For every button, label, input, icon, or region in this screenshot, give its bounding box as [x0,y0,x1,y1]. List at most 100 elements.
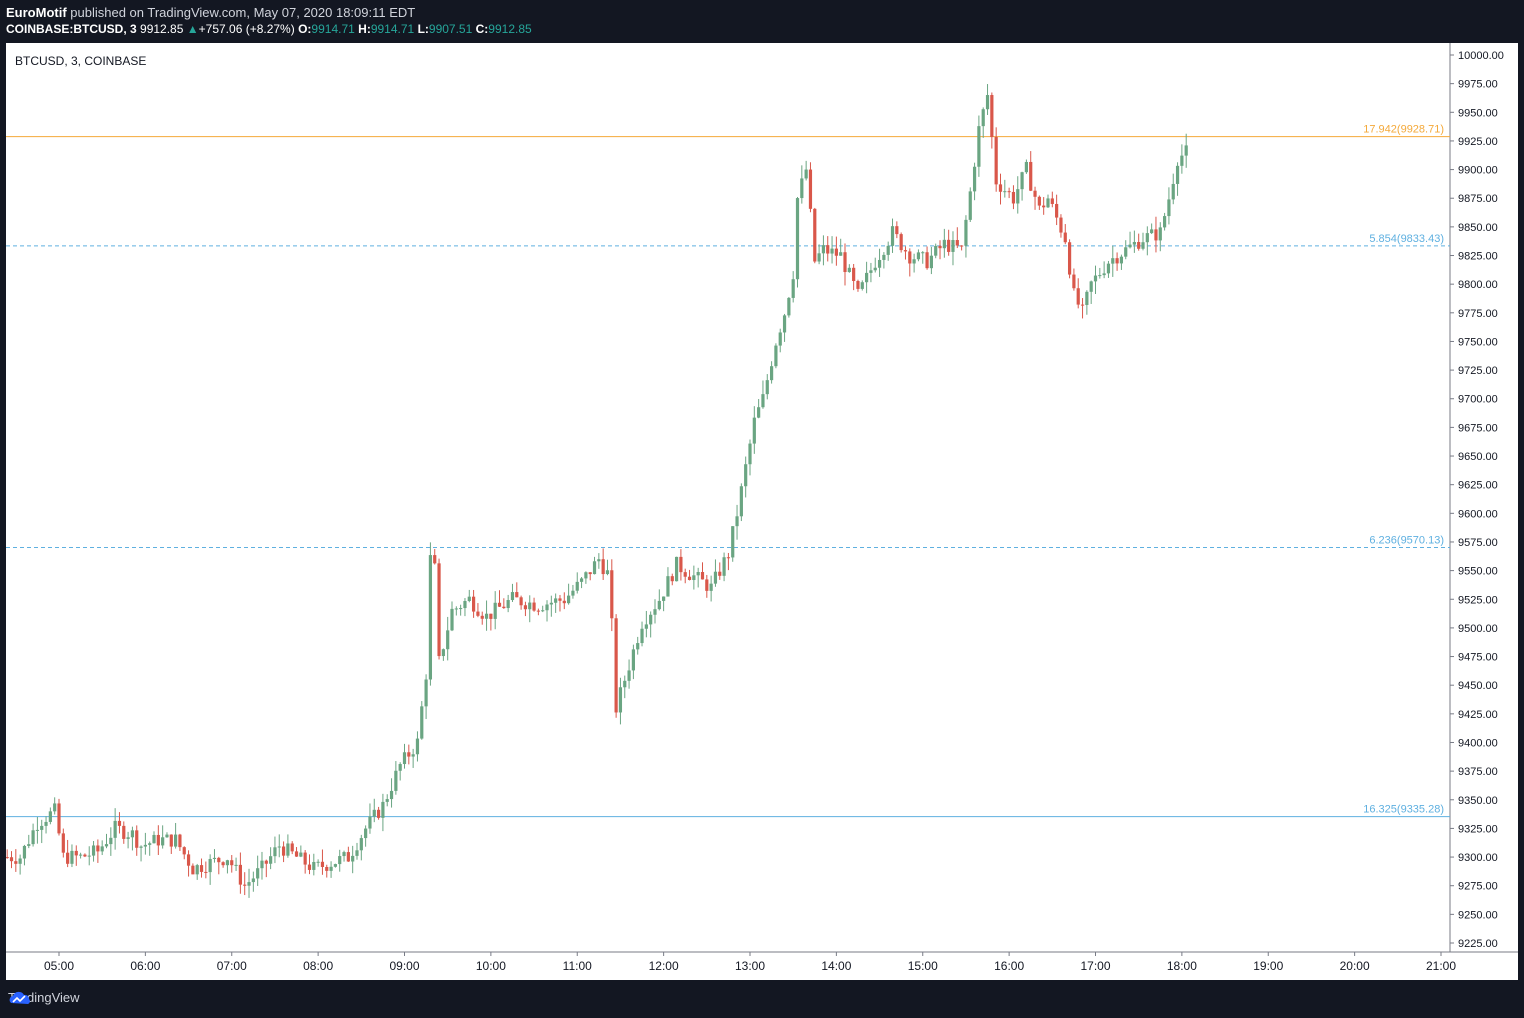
candle-body [813,208,817,262]
candle-body [1167,199,1171,217]
candle-body [130,830,135,838]
candle-body [1029,161,1033,191]
candle-body [873,267,877,271]
candle-body [618,687,623,713]
symbol-name: COINBASE:BTCUSD, 3 [6,22,137,36]
price-tick-label: 9825.00 [1458,251,1498,263]
candle-body [221,862,225,866]
candle-body [325,866,329,871]
candle-body [225,860,230,866]
price-chart[interactable]: 10000.00 9975.00 9950.00 9925.00 9900.00 9875… [6,43,1518,980]
candle-body [61,833,65,853]
price-tick-label: 9600.00 [1458,508,1498,520]
candle-body [506,600,510,609]
chart-panel[interactable]: 10000.00 9975.00 9950.00 9925.00 9900.00 9875… [6,43,1518,980]
author-name[interactable]: EuroMotif [6,5,67,20]
candle-body [394,770,398,791]
candle-body [869,270,873,273]
candle-body [847,267,851,273]
candle-body [96,845,100,852]
time-tick-label: 18:00 [1167,959,1197,973]
candle-body [1089,281,1093,292]
candle-body [476,611,480,616]
candle-body [411,754,415,757]
candle-body [666,576,670,597]
candle-body [1175,165,1180,184]
price-tick-label: 9950.00 [1458,107,1498,119]
candle-body [571,590,575,596]
candle-body [977,126,981,167]
candle-body [1163,216,1167,228]
price-tick-label: 9900.00 [1458,165,1498,177]
price-tick-label: 9750.00 [1458,336,1498,348]
price-tick-label: 9225.00 [1458,938,1498,950]
candle-body [87,855,91,857]
level-label: 16.325(9335.28) [1363,804,1444,816]
time-tick-label: 19:00 [1253,959,1283,973]
candle-body [100,846,104,852]
candle-body [1137,241,1141,249]
price-tick-label: 9650.00 [1458,451,1498,463]
candle-body [942,239,946,249]
candle-body [631,649,635,671]
candle-body [1080,304,1085,306]
candle-body [1158,227,1162,241]
candle-body [35,829,40,831]
candle-body [256,868,260,879]
candle-body [484,613,489,619]
candle-body [329,866,333,871]
candle-body [1119,256,1124,264]
candle-body [882,254,886,260]
candle-body [985,95,990,110]
price-tick-label: 9850.00 [1458,222,1498,234]
candle-body [1184,145,1188,156]
tradingview-logo[interactable]: TradingView [8,990,80,1005]
candle-body [653,609,657,615]
candle-body [238,864,242,885]
candle-body [955,240,959,246]
candle-body [709,583,713,591]
candle-body [640,628,644,644]
candle-body [899,234,903,251]
candle-body [523,605,528,610]
candle-body [696,571,700,576]
open-label: O: [298,22,312,36]
candle-body [320,861,325,867]
open-value: 9914.71 [311,22,355,36]
candle-body [960,245,964,247]
candle-body [14,861,18,864]
candle-body [532,602,536,611]
candle-body [1003,191,1007,193]
candle-body [886,245,890,255]
candle-body [865,272,869,283]
candle-body [489,613,493,619]
candle-body [610,570,614,619]
candle-body [843,252,847,273]
time-tick-label: 17:00 [1080,959,1110,973]
candle-body [472,596,476,612]
candle-body [1076,288,1080,305]
candle-body [545,604,549,611]
candle-body [739,486,743,517]
candle-body [234,864,238,866]
candle-body [459,608,463,610]
price-tick-label: 9775.00 [1458,308,1498,320]
price-tick-label: 9975.00 [1458,79,1498,91]
candle-body [467,596,471,602]
candle-body [722,557,726,576]
time-tick-label: 09:00 [389,959,419,973]
candle-body [182,847,186,855]
candle-body [515,592,519,598]
candle-body [156,834,160,846]
candle-body [934,245,938,256]
candle-body [657,600,661,610]
candle-body [351,855,355,862]
candle-body [122,825,126,839]
candle-body [217,857,221,863]
candle-body [636,643,640,650]
candle-body [433,555,437,564]
candle-body [791,279,795,298]
candle-body [774,345,778,367]
candle-body [994,137,998,185]
candle-body [752,417,756,444]
